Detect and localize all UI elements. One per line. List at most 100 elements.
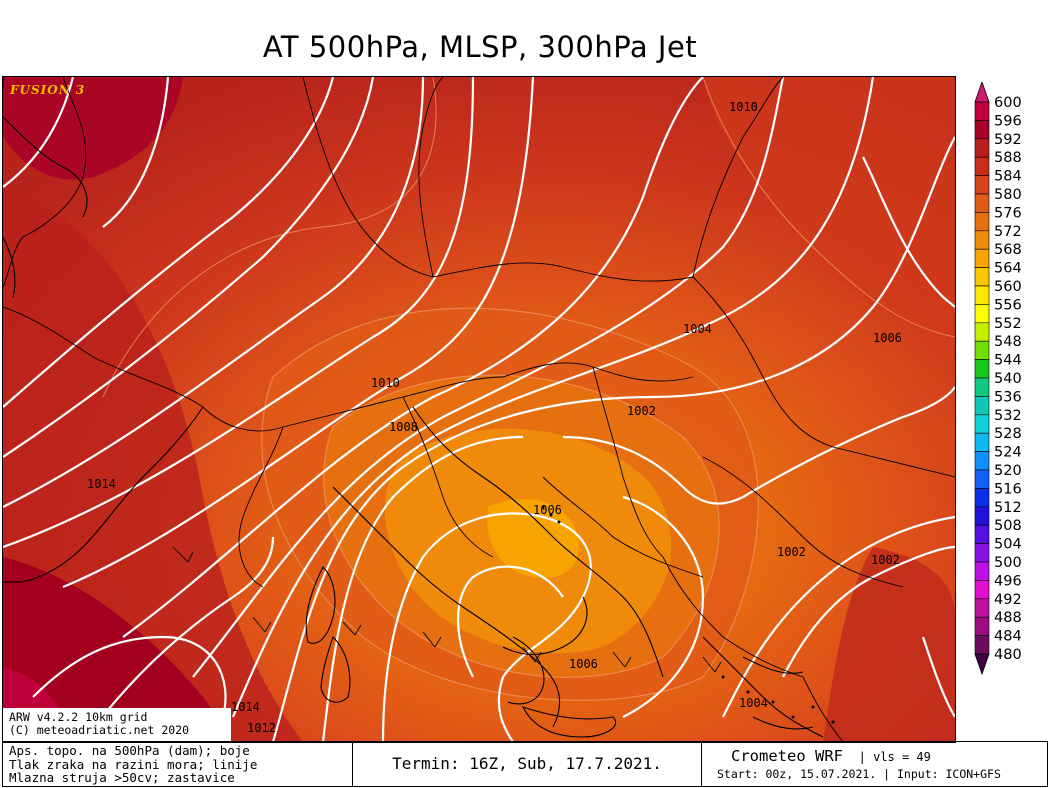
legend-label: 600 — [994, 95, 1022, 111]
model-info: Crometeo WRF | vls = 49 Start: 00z, 15.0… — [701, 742, 1047, 786]
legend-swatch — [974, 598, 990, 618]
model-name: Crometeo WRF — [731, 747, 843, 765]
legend-swatch — [974, 267, 990, 287]
isobar-label: 1006 — [533, 503, 562, 517]
run-info: Start: 00z, 15.07.2021. | Input: ICON+GF… — [717, 767, 1001, 781]
legend-swatch — [974, 156, 990, 176]
isobar-label: 1004 — [683, 322, 712, 336]
isobar-label: 1010 — [371, 376, 400, 390]
description-line: Tlak zraka na razini mora; linije — [9, 756, 258, 772]
legend-label: 552 — [994, 316, 1022, 332]
fusion-brand-logo: FUSION 3 — [10, 83, 86, 97]
legend-label: 588 — [994, 150, 1022, 166]
legend-swatch — [974, 488, 990, 508]
weather-map: 1010 1004 1006 1010 1008 1002 1014 1006 … — [2, 76, 956, 743]
legend-label: 500 — [994, 555, 1022, 571]
isobar-label: 1008 — [389, 420, 418, 434]
map-canvas: 1010 1004 1006 1010 1008 1002 1014 1006 … — [3, 77, 955, 742]
legend-label: 480 — [994, 647, 1022, 663]
legend-label: 536 — [994, 389, 1022, 405]
legend-label: 556 — [994, 297, 1022, 313]
height-zone-southeast — [823, 547, 955, 742]
legend-swatch — [974, 506, 990, 526]
legend-swatch — [974, 635, 990, 655]
legend-swatch — [974, 340, 990, 360]
legend-swatch — [974, 230, 990, 250]
islands — [541, 505, 835, 724]
legend-swatch — [974, 285, 990, 305]
isobar-label: 1014 — [231, 700, 260, 714]
legend-swatch — [974, 359, 990, 379]
isobar-labels: 1010 1004 1006 1010 1008 1002 1014 1006 … — [87, 100, 902, 735]
height-zone-596 — [3, 557, 233, 742]
legend-label: 488 — [994, 610, 1022, 626]
legend-label: 540 — [994, 371, 1022, 387]
legend-label: 592 — [994, 132, 1022, 148]
isobar-label: 1002 — [871, 553, 900, 567]
legend-swatch — [974, 193, 990, 213]
legend-arrow-top — [974, 82, 990, 103]
legend-swatch — [974, 248, 990, 268]
chart-title: AT 500hPa, MLSP, 300hPa Jet — [262, 30, 698, 64]
legend-label: 520 — [994, 463, 1022, 479]
legend-label: 508 — [994, 518, 1022, 534]
legend-label: 596 — [994, 113, 1022, 129]
legend-swatch — [974, 304, 990, 324]
country-borders — [3, 77, 955, 742]
grid-info-box: ARW v4.2.2 10km grid (C) meteoadriatic.n… — [3, 708, 231, 742]
jet-barbs — [172, 546, 722, 673]
legend-swatch — [974, 451, 990, 471]
legend-label: 528 — [994, 426, 1022, 442]
height-zone-east — [703, 77, 955, 337]
legend-swatch — [974, 120, 990, 140]
isobar-label: 1012 — [247, 721, 276, 735]
legend-swatch — [974, 377, 990, 397]
footer: Aps. topo. na 500hPa (dam); boje Tlak zr… — [2, 741, 1048, 787]
legend-label: 544 — [994, 353, 1022, 369]
legend-label: 572 — [994, 224, 1022, 240]
legend-swatch — [974, 561, 990, 581]
legend-label: 560 — [994, 279, 1022, 295]
legend-label: 584 — [994, 169, 1022, 185]
legend-label: 516 — [994, 481, 1022, 497]
isobar-label: 1006 — [569, 657, 598, 671]
isobar-label: 1010 — [729, 100, 758, 114]
color-legend: 600 596 592 588 584 580 576 572 568 564 560 556 552 5… — [974, 82, 1022, 676]
isobar-label: 1002 — [627, 404, 656, 418]
vertical-levels: vls = 49 — [873, 750, 931, 764]
legend-swatch — [974, 138, 990, 158]
isobar-label: 1002 — [777, 545, 806, 559]
legend-label: 504 — [994, 537, 1022, 553]
description-line: Mlazna struja >50cv; zastavice — [9, 770, 235, 785]
grid-info-line: (C) meteoadriatic.net 2020 — [9, 723, 190, 737]
legend-label: 492 — [994, 592, 1022, 608]
legend-arrow-bottom — [974, 653, 990, 676]
legend-label: 532 — [994, 408, 1022, 424]
legend-label: 548 — [994, 334, 1022, 350]
isobar-label: 1014 — [87, 477, 116, 491]
legend-swatch — [974, 432, 990, 452]
legend-label: 512 — [994, 500, 1022, 516]
description-line: Aps. topo. na 500hPa (dam); boje — [9, 743, 250, 758]
footer-description: Aps. topo. na 500hPa (dam); boje Tlak zr… — [3, 742, 353, 786]
legend-swatch — [974, 322, 990, 342]
coastlines — [3, 77, 824, 738]
forecast-term: Termin: 16Z, Sub, 17.7.2021. — [353, 742, 702, 786]
legend-swatch — [974, 175, 990, 195]
legend-swatch — [974, 396, 990, 416]
legend-swatch — [974, 543, 990, 563]
legend-label: 564 — [994, 261, 1022, 277]
height-zone-northwest — [3, 77, 183, 180]
legend-label: 484 — [994, 629, 1022, 645]
legend-swatch — [974, 101, 990, 121]
legend-label: 576 — [994, 205, 1022, 221]
legend-swatch — [974, 414, 990, 434]
legend-swatch — [974, 524, 990, 544]
legend-swatch — [974, 616, 990, 636]
legend-swatch — [974, 469, 990, 489]
legend-swatch — [974, 580, 990, 600]
legend-label: 568 — [994, 242, 1022, 258]
isobar-label: 1006 — [873, 331, 902, 345]
legend-label: 580 — [994, 187, 1022, 203]
legend-label: 496 — [994, 573, 1022, 589]
